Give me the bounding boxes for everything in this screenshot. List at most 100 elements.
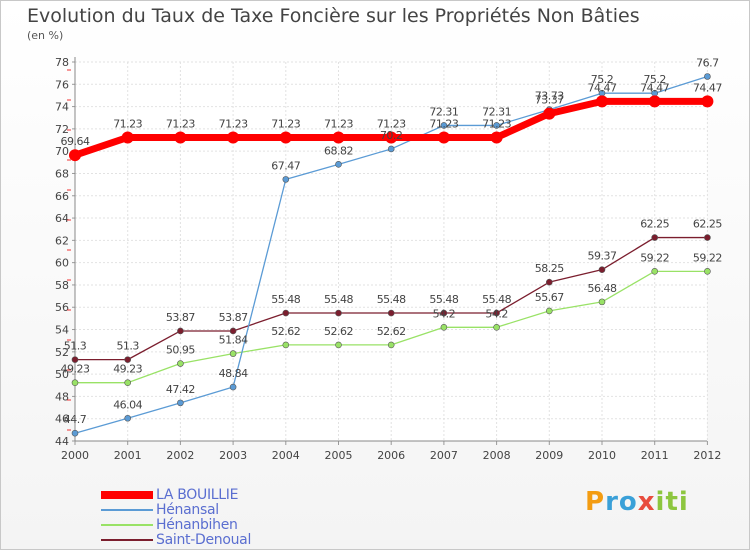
data-point <box>493 323 500 331</box>
data-point <box>177 327 184 335</box>
logo-letter: t <box>665 487 679 517</box>
y-tick-label: 76 <box>55 78 69 91</box>
data-label: 70.2 <box>380 129 403 142</box>
data-label: 52.62 <box>271 325 300 338</box>
legend-swatch <box>101 538 153 541</box>
legend-item: LA BOUILLIE <box>101 487 251 503</box>
data-point <box>177 399 184 407</box>
data-label: 71.23 <box>219 117 248 130</box>
data-point <box>335 309 342 317</box>
data-point <box>385 131 398 144</box>
data-point <box>124 414 131 422</box>
y-tick-label: 44 <box>55 435 69 448</box>
data-label: 74.47 <box>588 81 617 94</box>
logo-letter: i <box>678 487 689 517</box>
y-tick-label: 50 <box>55 368 69 381</box>
data-point <box>282 309 290 317</box>
y-tick-label: 56 <box>55 301 69 314</box>
legend-label: Hénanbihen <box>156 516 238 533</box>
y-tick-label: 64 <box>55 212 69 225</box>
data-label: 67.47 <box>271 159 300 172</box>
data-point <box>71 379 79 387</box>
y-tick-label: 72 <box>55 123 69 136</box>
data-point <box>279 131 292 144</box>
y-tick-label: 60 <box>55 257 69 270</box>
data-label: 62.25 <box>640 218 669 231</box>
data-label: 59.22 <box>693 251 722 264</box>
data-label: 68.82 <box>324 144 353 157</box>
series-h-nanbihen <box>71 268 711 387</box>
proxiti-logo: Proxiti <box>585 487 689 517</box>
data-point <box>704 268 711 275</box>
data-point <box>121 131 134 144</box>
y-tick-label: 66 <box>55 190 69 203</box>
y-tick-label: 74 <box>55 101 69 114</box>
x-tick-label: 2010 <box>588 449 616 462</box>
data-point <box>177 360 184 367</box>
data-point <box>332 131 345 144</box>
data-point <box>704 73 711 80</box>
data-point <box>545 278 553 286</box>
legend-swatch <box>101 523 153 526</box>
series-saint-denoual <box>71 234 711 363</box>
data-label: 71.23 <box>166 117 195 130</box>
x-tick-label: 2001 <box>114 449 142 462</box>
data-point <box>124 379 131 387</box>
data-point <box>71 356 79 363</box>
data-label: 47.42 <box>166 383 195 396</box>
data-label: 71.23 <box>113 117 142 130</box>
data-point <box>598 266 606 273</box>
data-point <box>387 341 395 349</box>
data-point <box>282 176 290 183</box>
data-label: 69.64 <box>61 135 90 148</box>
data-label: 71.23 <box>324 117 353 130</box>
data-label: 48.84 <box>219 367 248 380</box>
data-point <box>387 309 395 317</box>
data-point <box>387 145 395 153</box>
data-label: 53.87 <box>166 311 195 324</box>
data-point <box>229 327 237 335</box>
data-label: 49.23 <box>61 363 90 376</box>
data-label: 58.25 <box>535 262 564 275</box>
data-point <box>69 149 81 162</box>
chart-legend: LA BOUILLIE Hénansal Hénanbihen Saint-Denou… <box>101 487 252 548</box>
data-label: 51.3 <box>64 340 87 353</box>
series-la-bouillie <box>69 95 714 162</box>
data-point <box>440 309 448 317</box>
data-label: 55.67 <box>535 291 564 304</box>
x-tick-label: 2008 <box>483 449 511 462</box>
logo-letter: P <box>585 487 606 517</box>
data-label: 49.23 <box>113 363 142 376</box>
data-label: 71.23 <box>271 117 300 130</box>
data-point <box>651 234 659 241</box>
logo-letter: i <box>655 487 666 517</box>
data-point <box>71 429 79 437</box>
data-label: 44.7 <box>64 413 87 426</box>
y-tick-label: 70 <box>55 145 69 158</box>
data-label: 52.62 <box>324 325 353 338</box>
data-point <box>335 161 342 168</box>
data-label: 62.25 <box>693 218 722 231</box>
x-tick-label: 2003 <box>219 449 247 462</box>
data-label: 55.48 <box>429 293 458 306</box>
data-label: 73.73 <box>535 90 564 103</box>
data-label: 53.87 <box>219 311 248 324</box>
x-tick-label: 2006 <box>377 449 405 462</box>
data-point <box>440 323 448 331</box>
data-point <box>545 307 553 315</box>
series-h-nansal <box>71 73 711 437</box>
data-label: 54.2 <box>433 307 456 320</box>
y-tick-label: 48 <box>55 390 69 403</box>
data-point <box>227 131 240 144</box>
logo-letter: x <box>637 487 656 517</box>
data-point <box>648 95 661 108</box>
data-point <box>229 383 237 391</box>
y-tick-label: 78 <box>55 56 69 69</box>
y-axis-unit-label: (en %) <box>27 29 64 42</box>
legend-item: Saint-Denoual <box>101 531 252 548</box>
legend-label: Saint-Denoual <box>156 531 252 548</box>
data-point <box>490 131 503 144</box>
y-tick-label: 58 <box>55 279 69 292</box>
data-label: 74.47 <box>693 81 722 94</box>
